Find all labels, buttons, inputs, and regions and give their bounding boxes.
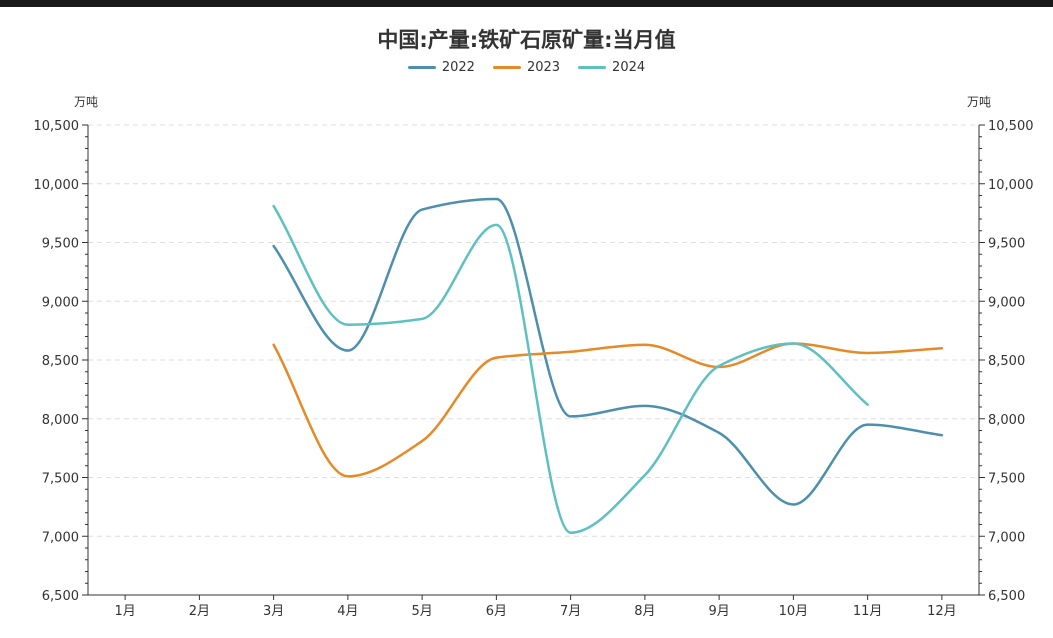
series-line-2023[interactable]	[272, 342, 944, 478]
series-line-2024[interactable]	[272, 204, 869, 534]
legend-label-2022: 2022	[441, 60, 475, 75]
chart-title: 中国:产量:铁矿石原矿量:当月值	[377, 28, 676, 52]
x-tick-label: 7月	[560, 604, 581, 619]
x-tick-label: 1月	[114, 604, 135, 619]
x-tick-label: 6月	[486, 604, 507, 619]
y-tick-label-left: 7,000	[42, 530, 79, 545]
y-unit-left: 万吨	[74, 95, 98, 109]
y-tick-label-left: 9,000	[42, 295, 79, 310]
axes: 6,500 6,500 7,000 7,000 7,500 7,500 8,000 8,000…	[34, 119, 1034, 619]
x-tick-label: 9月	[708, 604, 729, 619]
series-lines	[272, 197, 944, 534]
y-tick-label-left: 7,500	[42, 472, 79, 487]
x-tick-label: 4月	[337, 604, 358, 619]
legend-label-2024: 2024	[612, 60, 646, 75]
y-tick-label-right: 8,500	[988, 354, 1025, 369]
top-rule	[0, 0, 1053, 7]
y-tick-label-right: 6,500	[988, 589, 1025, 604]
y-tick-label-right: 10,500	[988, 119, 1034, 134]
y-tick-label-left: 6,500	[42, 589, 79, 604]
legend-swatch-2022	[407, 66, 436, 69]
legend-swatch-2023	[492, 66, 521, 69]
x-tick-label: 11月	[853, 604, 883, 619]
x-tick-label: 10月	[779, 604, 809, 619]
x-tick-label: 12月	[927, 604, 957, 619]
y-tick-label-right: 9,000	[988, 295, 1025, 310]
grid-lines	[88, 124, 979, 537]
y-tick-label-right: 7,000	[988, 530, 1025, 545]
y-tick-label-right: 7,500	[988, 472, 1025, 487]
legend-swatch-2024	[578, 66, 607, 69]
y-tick-label-right: 8,000	[988, 413, 1025, 428]
y-unit-right: 万吨	[967, 95, 991, 109]
x-tick-label: 8月	[634, 604, 655, 619]
x-tick-label: 2月	[189, 604, 210, 619]
x-tick-label: 5月	[411, 604, 432, 619]
y-tick-label-left: 9,500	[42, 237, 79, 252]
x-tick-label: 3月	[263, 604, 284, 619]
y-tick-label-left: 8,500	[42, 354, 79, 369]
y-tick-label-right: 9,500	[988, 237, 1025, 252]
legend-label-2023: 2023	[526, 60, 561, 75]
y-tick-label-right: 10,000	[988, 178, 1034, 193]
legend-item-2022[interactable]: 2022	[407, 60, 475, 75]
y-tick-label-left: 10,500	[34, 119, 80, 134]
legend-item-2023[interactable]: 2023	[492, 60, 561, 75]
series-line-2022[interactable]	[272, 197, 944, 506]
legend-item-2024[interactable]: 2024	[578, 60, 645, 75]
y-tick-label-left: 10,000	[34, 178, 80, 193]
legend: 2022 2023 2024	[0, 60, 1053, 75]
y-tick-label-left: 8,000	[42, 413, 79, 428]
